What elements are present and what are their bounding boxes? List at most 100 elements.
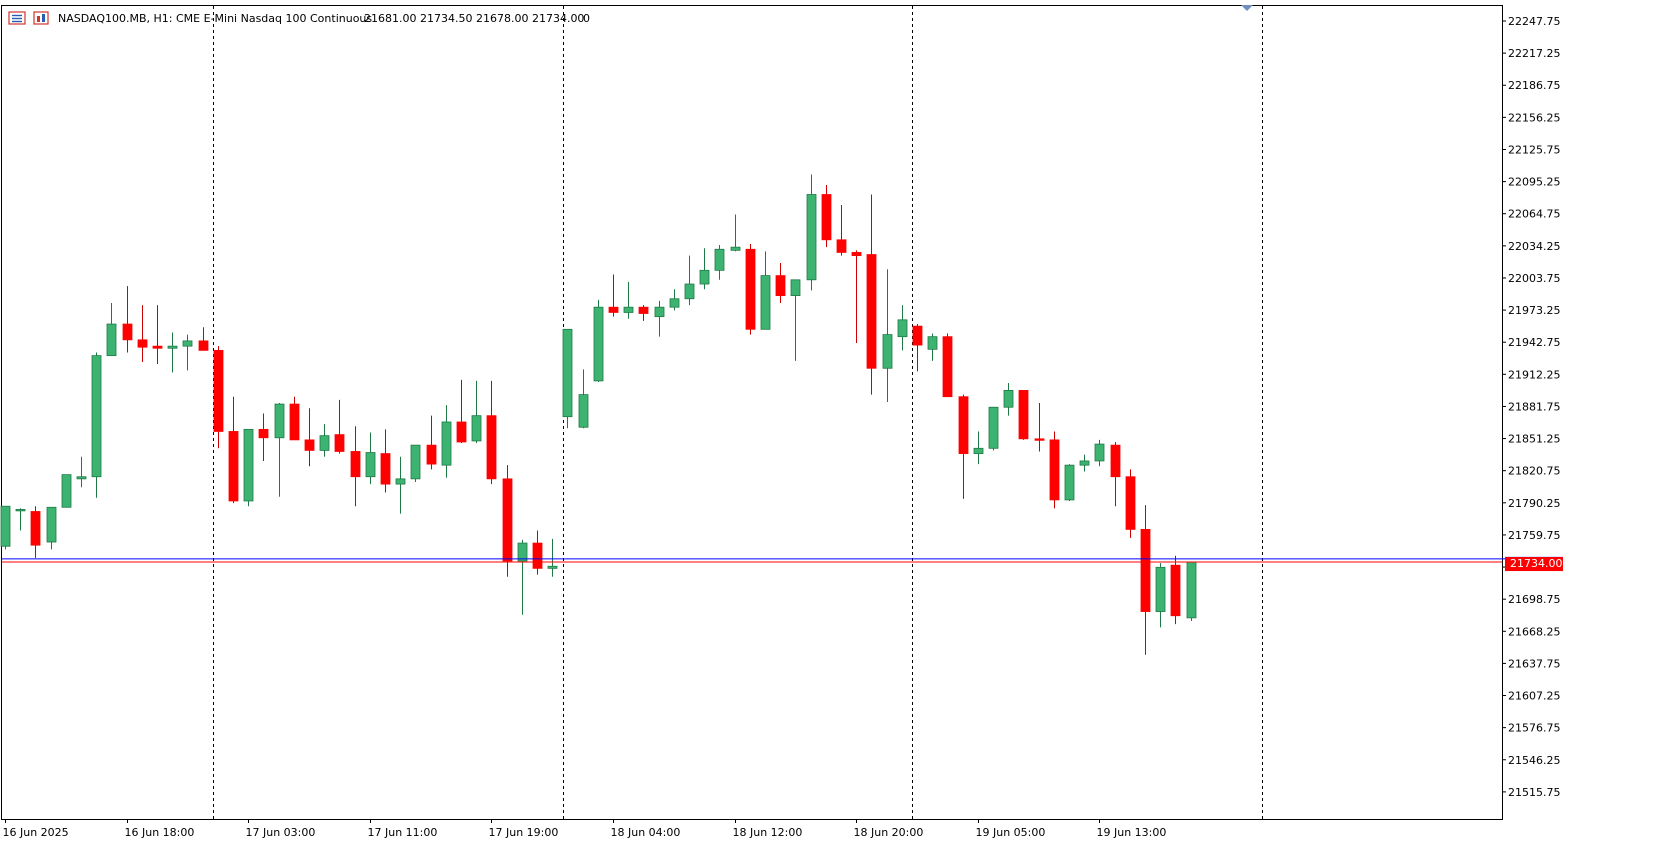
candle bbox=[1125, 469, 1136, 538]
price-tick-label: 21790.25 bbox=[1508, 497, 1561, 510]
candle-body bbox=[243, 428, 254, 502]
candle-body bbox=[912, 325, 923, 346]
candle-body bbox=[289, 403, 300, 441]
candle bbox=[1170, 555, 1181, 625]
candle-body bbox=[304, 439, 315, 451]
candle-body bbox=[532, 542, 543, 569]
candle bbox=[836, 205, 847, 256]
candle-body bbox=[106, 323, 117, 357]
candle bbox=[988, 406, 999, 451]
price-tick-label: 21881.75 bbox=[1508, 400, 1561, 413]
candle bbox=[137, 305, 148, 362]
candle-body bbox=[182, 340, 193, 347]
candle-body bbox=[851, 252, 862, 256]
candles bbox=[0, 174, 1197, 655]
candle bbox=[882, 269, 893, 402]
candle-body bbox=[806, 194, 817, 281]
header-volume: 0 bbox=[583, 12, 590, 25]
candle bbox=[395, 456, 406, 514]
candle bbox=[973, 431, 984, 465]
candle bbox=[334, 399, 345, 454]
candle bbox=[289, 396, 300, 441]
candle-body bbox=[1140, 528, 1151, 612]
candle bbox=[1079, 454, 1090, 472]
candle bbox=[897, 305, 908, 351]
candle-body bbox=[137, 339, 148, 348]
candle bbox=[502, 465, 513, 577]
header-symbol: NASDAQ100.MB, H1: bbox=[58, 12, 173, 25]
candle bbox=[714, 245, 725, 280]
header-ohlc: 21681.00 21734.50 21678.00 21734.00 bbox=[364, 12, 584, 25]
candle bbox=[927, 333, 938, 361]
candle bbox=[1018, 389, 1029, 440]
candle-body bbox=[456, 421, 467, 443]
candle-body bbox=[167, 345, 178, 349]
candle bbox=[684, 255, 695, 306]
price-tick-label: 21637.75 bbox=[1508, 657, 1561, 670]
candle bbox=[608, 274, 619, 317]
candle-body bbox=[1079, 460, 1090, 466]
price-tick-label: 21851.25 bbox=[1508, 433, 1561, 446]
candle bbox=[942, 333, 953, 398]
candle-body bbox=[1170, 564, 1181, 617]
candle bbox=[1034, 403, 1045, 452]
time-tick-label: 16 Jun 2025 bbox=[3, 826, 69, 839]
candle-body bbox=[152, 345, 163, 349]
time-tick-label: 17 Jun 03:00 bbox=[246, 826, 316, 839]
candle-body bbox=[1018, 389, 1029, 440]
chart-shift-marker[interactable] bbox=[1241, 5, 1253, 11]
candle-body bbox=[1003, 389, 1014, 408]
candle-body bbox=[654, 306, 665, 318]
candle-body bbox=[46, 506, 57, 543]
candle-body bbox=[958, 396, 969, 454]
candle-body bbox=[730, 246, 741, 251]
candle bbox=[46, 506, 57, 550]
chart-type-icon[interactable] bbox=[33, 11, 49, 25]
candle-body bbox=[441, 421, 452, 466]
candle-body bbox=[897, 319, 908, 338]
candle-body bbox=[1110, 444, 1121, 478]
candle bbox=[547, 538, 558, 577]
candle bbox=[441, 405, 452, 478]
candle-body bbox=[380, 453, 391, 485]
candle bbox=[91, 352, 102, 498]
candle-body bbox=[213, 349, 224, 432]
candle-body bbox=[61, 474, 72, 508]
candle bbox=[243, 428, 254, 507]
plot-area[interactable] bbox=[1, 5, 1503, 820]
candle bbox=[15, 508, 26, 531]
candle-body bbox=[623, 306, 634, 313]
candle bbox=[213, 346, 224, 449]
candle bbox=[1049, 431, 1060, 509]
candle-body bbox=[1155, 566, 1166, 612]
candle-body bbox=[1064, 464, 1075, 501]
current-price-label: 21734.00 bbox=[1505, 557, 1563, 572]
header-description: CME E-Mini Nasdaq 100 Continuous bbox=[176, 12, 372, 25]
candle-body bbox=[821, 194, 832, 241]
chart-header: NASDAQ100.MB, H1: CME E-Mini Nasdaq 100 … bbox=[8, 11, 590, 25]
candle bbox=[745, 244, 756, 335]
candle bbox=[1094, 439, 1105, 467]
time-tick-label: 18 Jun 12:00 bbox=[733, 826, 803, 839]
candle-body bbox=[502, 478, 513, 562]
candle-body bbox=[486, 415, 497, 480]
price-tick-label: 22186.75 bbox=[1508, 79, 1561, 92]
candle bbox=[638, 305, 649, 321]
candle bbox=[61, 474, 72, 508]
candle-body bbox=[760, 275, 771, 330]
candle-body bbox=[15, 508, 26, 512]
time-tick-label: 17 Jun 19:00 bbox=[489, 826, 559, 839]
candle-body bbox=[91, 355, 102, 478]
candle-body bbox=[699, 269, 710, 285]
candle-body bbox=[547, 565, 558, 569]
market-watch-icon[interactable] bbox=[8, 11, 26, 25]
candle bbox=[1140, 505, 1151, 655]
candle-body bbox=[973, 447, 984, 454]
price-tick-label: 21912.25 bbox=[1508, 368, 1561, 381]
candle-body bbox=[258, 428, 269, 439]
candle bbox=[486, 380, 497, 485]
time-tick-label: 19 Jun 13:00 bbox=[1097, 826, 1167, 839]
candle-body bbox=[395, 478, 406, 485]
candle bbox=[30, 506, 41, 558]
